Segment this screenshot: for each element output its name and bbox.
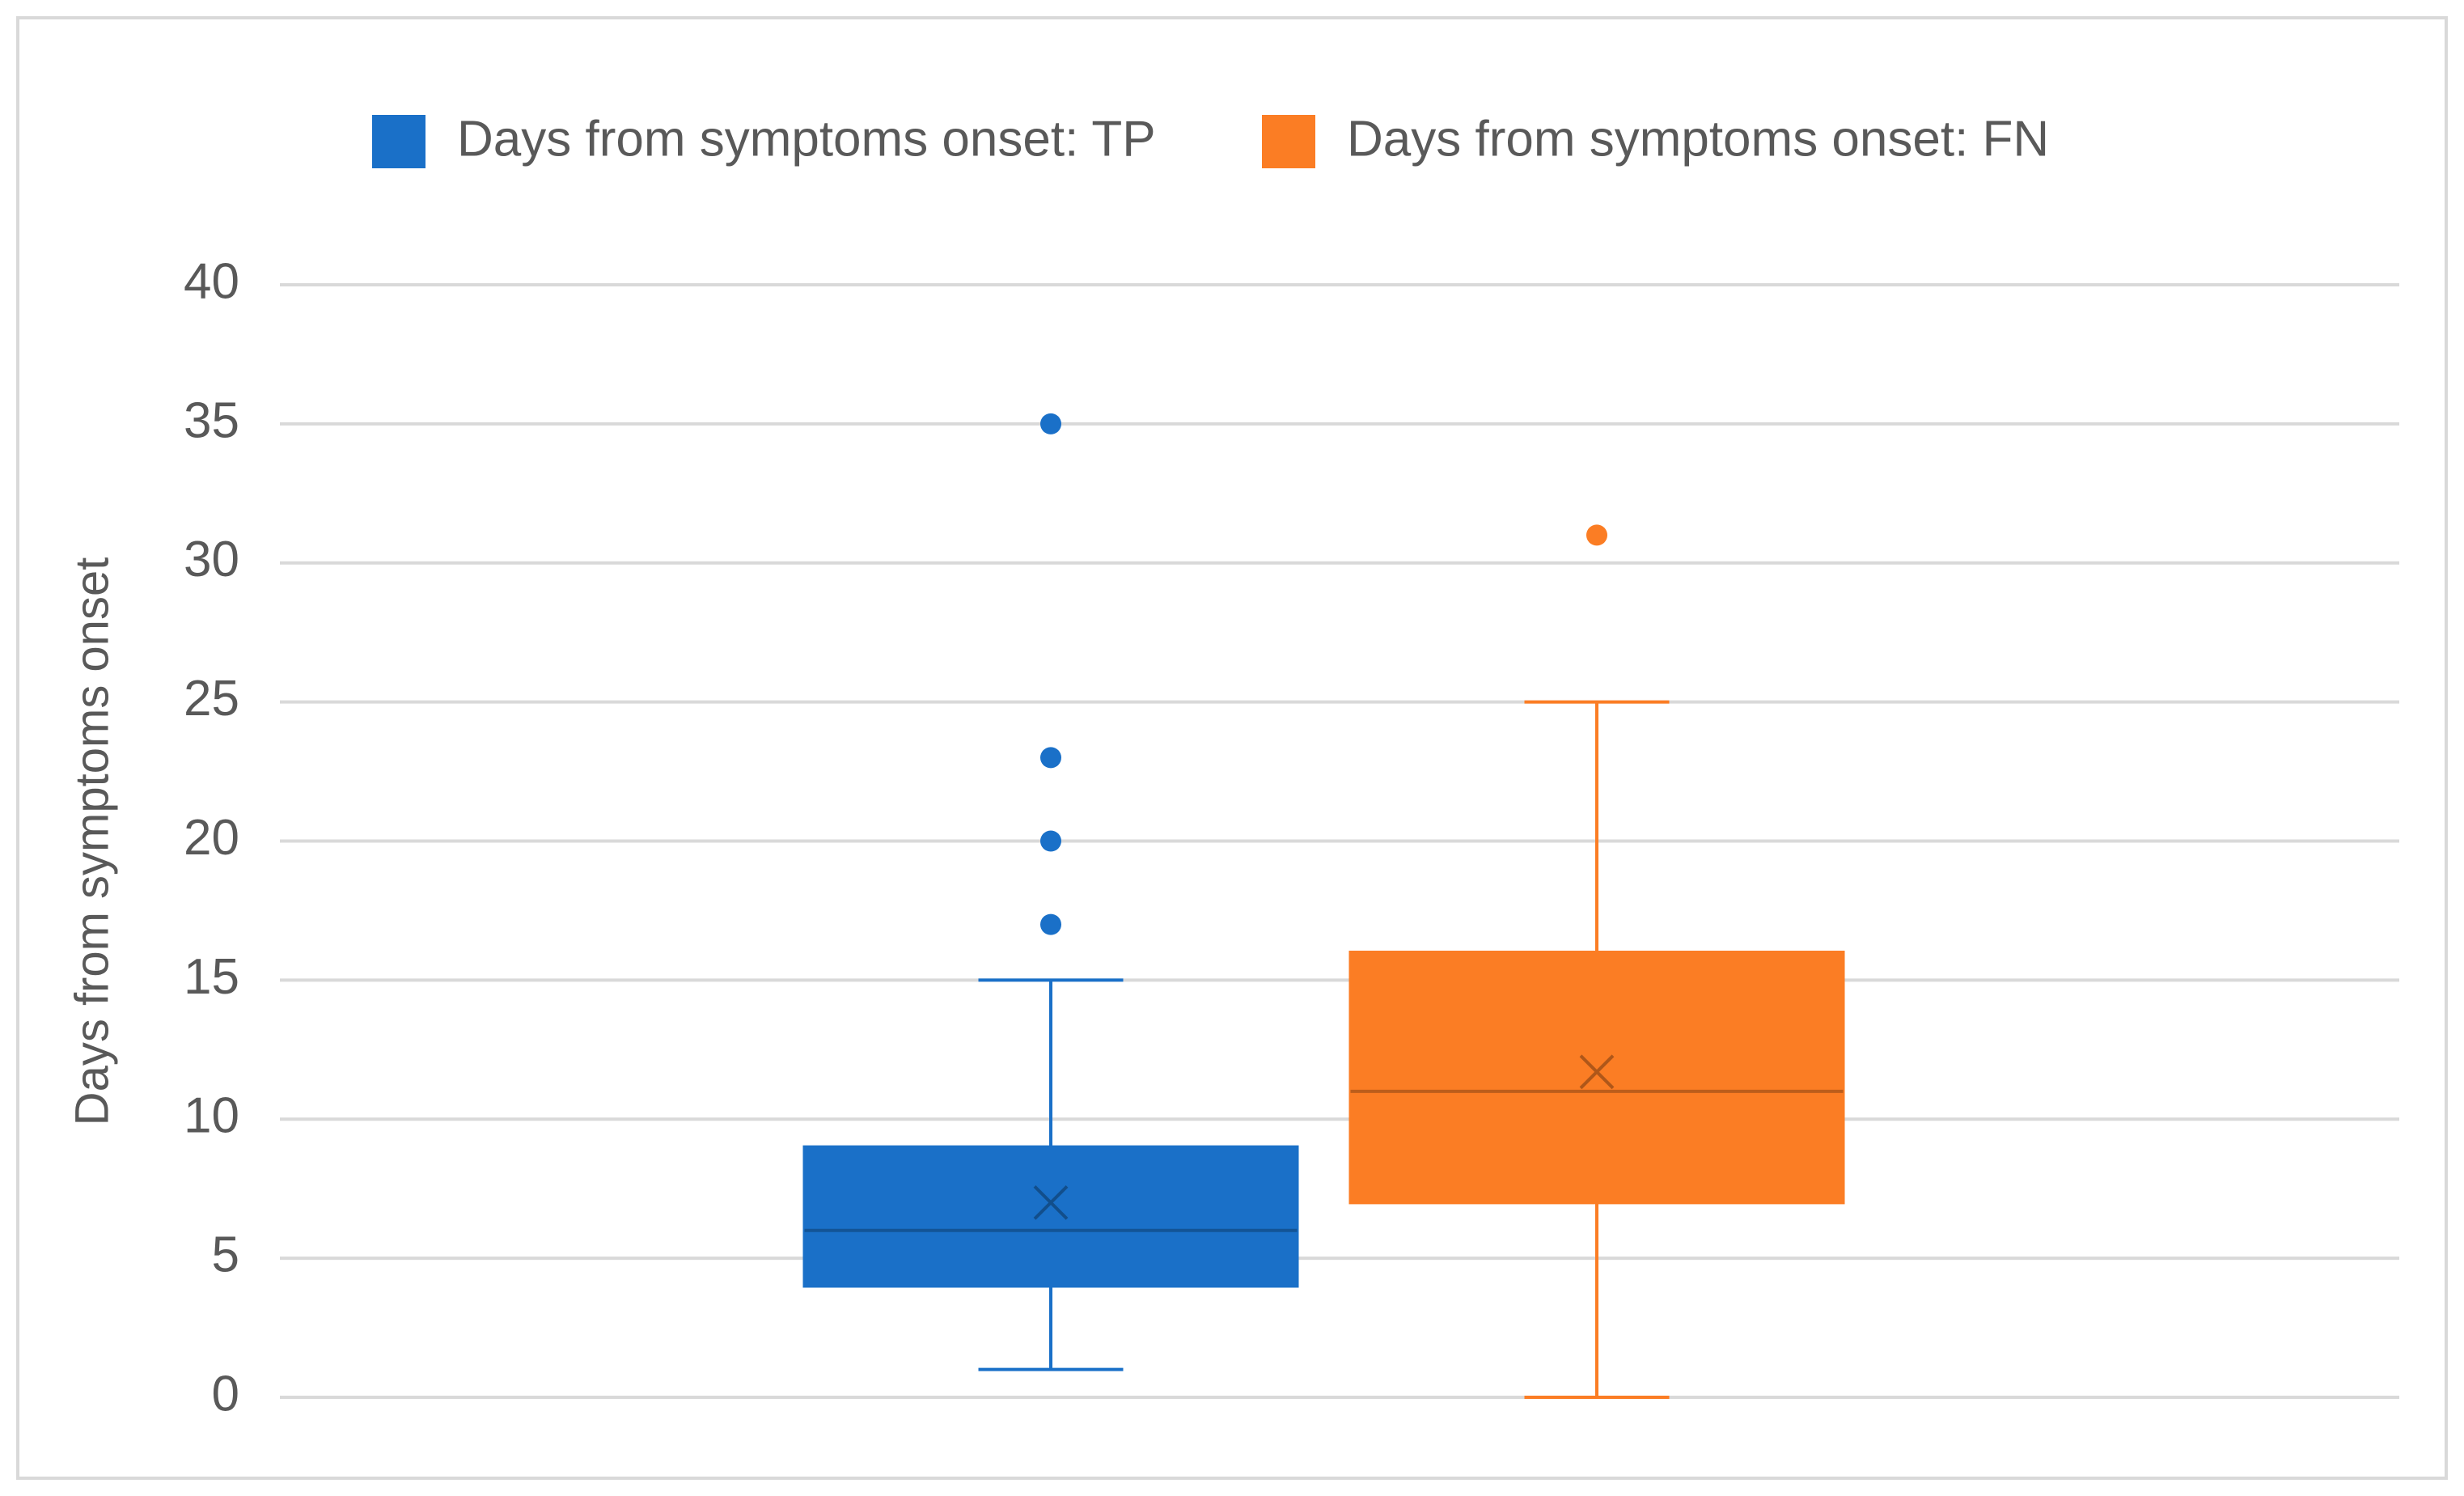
y-tick-label: 35 bbox=[184, 392, 239, 448]
mean-marker bbox=[1033, 1185, 1069, 1220]
legend-label: Days from symptoms onset: FN bbox=[1347, 111, 2049, 167]
y-tick-label: 40 bbox=[184, 253, 239, 309]
y-axis-label: Days from symptoms onset bbox=[66, 557, 118, 1126]
y-tick-label: 10 bbox=[184, 1088, 239, 1144]
outlier bbox=[1040, 830, 1061, 852]
outlier bbox=[1040, 747, 1061, 769]
y-tick-label: 15 bbox=[184, 949, 239, 1005]
box bbox=[802, 1145, 1299, 1288]
outlier bbox=[1040, 413, 1061, 434]
outlier bbox=[1586, 524, 1607, 546]
legend-label: Days from symptoms onset: TP bbox=[457, 111, 1156, 167]
box bbox=[1348, 951, 1845, 1205]
legend-swatch bbox=[372, 115, 425, 168]
y-tick-label: 25 bbox=[184, 671, 239, 727]
y-tick-label: 5 bbox=[212, 1227, 239, 1283]
y-tick-label: 0 bbox=[212, 1366, 239, 1422]
y-tick-label: 30 bbox=[184, 532, 239, 587]
legend-swatch bbox=[1262, 115, 1315, 168]
y-tick-label: 20 bbox=[184, 810, 239, 866]
mean-marker bbox=[1579, 1054, 1615, 1090]
outlier bbox=[1040, 913, 1061, 935]
